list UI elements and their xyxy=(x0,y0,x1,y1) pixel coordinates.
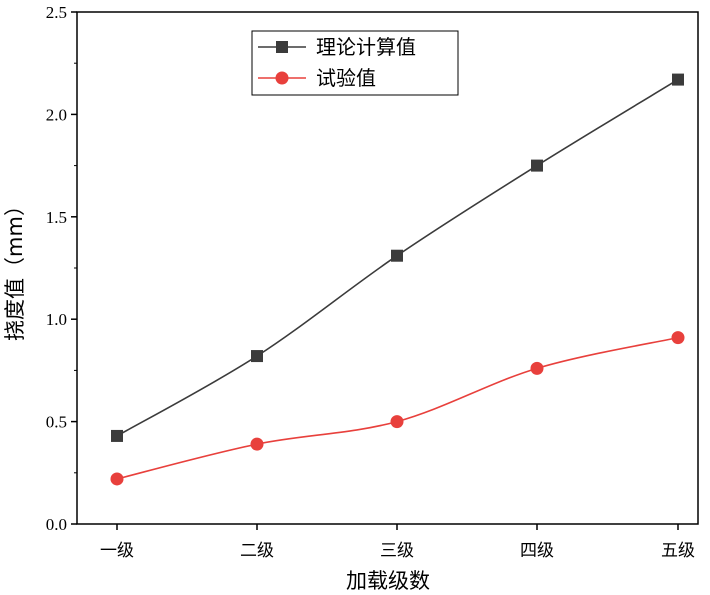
legend-label-test: 试验值 xyxy=(316,66,376,90)
legend: 理论计算值 试验值 xyxy=(251,30,459,96)
legend-marker-theory xyxy=(276,41,288,53)
data-point-circle xyxy=(110,472,124,486)
legend-box xyxy=(251,30,459,96)
y-tick-label: 2.5 xyxy=(46,3,67,22)
data-point-square xyxy=(111,429,123,442)
x-tick-label: 三级 xyxy=(380,541,414,561)
y-axis: 0.0 0.5 1.0 1.5 2.0 2.5 xyxy=(46,3,77,534)
data-point-square xyxy=(531,159,543,172)
x-tick-label: 五级 xyxy=(661,541,695,561)
y-tick-label: 0.5 xyxy=(46,413,67,432)
legend-marker-test xyxy=(275,71,289,85)
x-axis: 一级 二级 三级 四级 五级 xyxy=(100,524,695,561)
x-tick-label: 一级 xyxy=(100,541,134,561)
y-tick-label: 0.0 xyxy=(46,515,67,534)
x-axis-title: 加载级数 xyxy=(346,569,430,593)
data-point-circle xyxy=(250,437,264,451)
data-point-square xyxy=(251,350,263,363)
data-point-circle xyxy=(390,415,404,429)
series-layer xyxy=(110,73,685,486)
y-axis-title: 挠度值（mm） xyxy=(3,195,27,341)
y-tick-label: 1.5 xyxy=(46,208,67,227)
y-tick-label: 1.0 xyxy=(46,310,67,329)
x-tick-label: 二级 xyxy=(240,541,274,561)
y-tick-label: 2.0 xyxy=(46,105,67,124)
series-line-1 xyxy=(116,336,679,480)
x-tick-label: 四级 xyxy=(520,541,554,561)
data-point-circle xyxy=(671,331,685,345)
data-point-square xyxy=(672,73,684,86)
data-point-square xyxy=(391,249,403,262)
legend-label-theory: 理论计算值 xyxy=(316,35,416,59)
data-point-circle xyxy=(530,361,544,375)
